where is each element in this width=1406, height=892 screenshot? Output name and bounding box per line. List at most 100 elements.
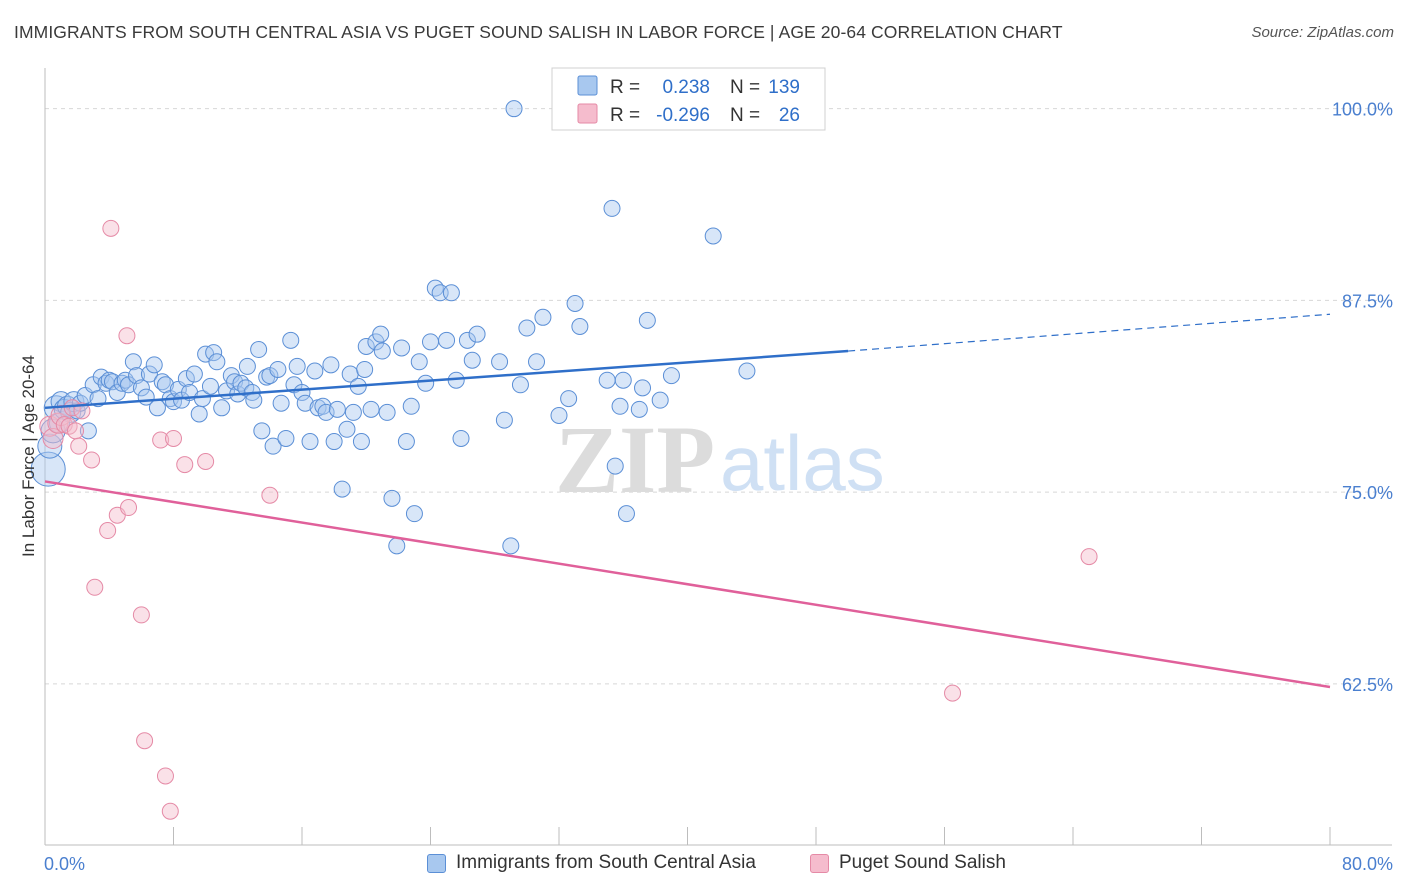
point-south-central-asia bbox=[132, 379, 150, 397]
point-puget-sound-salish bbox=[39, 415, 61, 437]
legend-n-label-2: N = bbox=[730, 105, 760, 126]
point-south-central-asia bbox=[571, 318, 589, 336]
axes bbox=[44, 68, 1392, 846]
point-south-central-asia bbox=[306, 362, 324, 380]
point-south-central-asia bbox=[362, 400, 380, 418]
point-south-central-asia bbox=[651, 391, 669, 409]
point-south-central-asia bbox=[30, 451, 66, 487]
point-south-central-asia bbox=[405, 505, 423, 523]
point-south-central-asia bbox=[372, 325, 390, 343]
watermark: ZIP atlas bbox=[555, 406, 885, 513]
point-south-central-asia bbox=[598, 371, 616, 389]
point-puget-sound-salish bbox=[197, 453, 215, 470]
point-south-central-asia bbox=[397, 433, 415, 451]
point-south-central-asia bbox=[662, 367, 680, 385]
point-puget-sound-salish bbox=[156, 767, 174, 785]
point-south-central-asia bbox=[201, 377, 219, 395]
point-south-central-asia bbox=[738, 362, 756, 380]
point-puget-sound-salish bbox=[261, 486, 279, 504]
point-south-central-asia bbox=[356, 360, 374, 378]
point-south-central-asia bbox=[638, 311, 656, 329]
legend-n-value-1: 139 bbox=[768, 77, 800, 98]
point-south-central-asia bbox=[116, 371, 134, 389]
point-puget-sound-salish bbox=[67, 422, 85, 440]
point-south-central-asia bbox=[190, 405, 208, 423]
point-south-central-asia bbox=[193, 390, 211, 408]
point-south-central-asia bbox=[393, 339, 411, 357]
point-puget-sound-salish bbox=[70, 437, 88, 455]
point-south-central-asia bbox=[328, 400, 346, 418]
point-south-central-asia bbox=[37, 433, 63, 459]
point-south-central-asia bbox=[322, 356, 340, 374]
point-south-central-asia bbox=[79, 422, 97, 440]
point-south-central-asia bbox=[630, 400, 648, 418]
y-axis-label: In Labor Force | Age 20-64 bbox=[19, 355, 38, 557]
point-puget-sound-salish bbox=[176, 456, 194, 474]
point-south-central-asia bbox=[438, 331, 456, 349]
point-puget-sound-salish bbox=[73, 402, 91, 420]
point-south-central-asia bbox=[442, 284, 460, 302]
point-south-central-asia bbox=[277, 429, 295, 447]
point-south-central-asia bbox=[550, 406, 568, 424]
point-puget-sound-salish bbox=[63, 399, 81, 417]
y-tick-label: 62.5% bbox=[1342, 675, 1393, 695]
y-tick-label: 75.0% bbox=[1342, 483, 1393, 503]
point-south-central-asia bbox=[357, 337, 375, 355]
point-south-central-asia bbox=[468, 325, 486, 343]
trend-lines bbox=[44, 313, 1331, 689]
watermark-atlas: atlas bbox=[720, 419, 885, 507]
point-south-central-asia bbox=[373, 342, 391, 360]
point-south-central-asia bbox=[518, 319, 536, 337]
legend-r-value-2: -0.296 bbox=[656, 105, 710, 126]
point-south-central-asia bbox=[603, 199, 621, 217]
point-south-central-asia bbox=[463, 351, 481, 369]
point-puget-sound-salish bbox=[120, 499, 138, 517]
point-south-central-asia bbox=[417, 374, 435, 392]
point-south-central-asia bbox=[113, 374, 131, 392]
point-puget-sound-salish bbox=[99, 522, 117, 540]
trend-line-puget-sound-salish bbox=[44, 480, 1331, 689]
point-south-central-asia bbox=[495, 411, 513, 429]
point-puget-sound-salish bbox=[152, 431, 170, 449]
point-south-central-asia bbox=[177, 370, 195, 388]
point-south-central-asia bbox=[145, 356, 163, 374]
legend-r-label-1: R = bbox=[610, 77, 640, 98]
chart-title: IMMIGRANTS FROM SOUTH CENTRAL ASIA VS PU… bbox=[14, 22, 1063, 42]
trend-line-south-central-asia bbox=[44, 349, 849, 410]
point-puget-sound-salish bbox=[118, 327, 136, 345]
point-south-central-asia bbox=[502, 537, 520, 555]
point-south-central-asia bbox=[534, 308, 552, 326]
point-south-central-asia bbox=[378, 403, 396, 421]
point-south-central-asia bbox=[491, 353, 509, 371]
correlation-legend: R = 0.238 N = 139 R = -0.296 N = 26 bbox=[551, 67, 826, 131]
tick-labels: 62.5% 75.0% 87.5% 100.0% 0.0% 80.0% bbox=[44, 100, 1393, 874]
point-puget-sound-salish bbox=[132, 606, 150, 624]
point-south-central-asia bbox=[282, 331, 300, 349]
point-south-central-asia bbox=[124, 353, 142, 371]
point-south-central-asia bbox=[185, 365, 203, 383]
point-south-central-asia bbox=[566, 294, 584, 312]
legend-label-series-1: Immigrants from South Central Asia bbox=[456, 852, 756, 873]
point-south-central-asia bbox=[402, 397, 420, 415]
point-south-central-asia bbox=[213, 399, 231, 417]
legend-n-value-2: 26 bbox=[779, 105, 800, 126]
watermark-zip: ZIP bbox=[555, 406, 715, 513]
point-south-central-asia bbox=[140, 365, 158, 383]
legend-r-value-1: 0.238 bbox=[662, 77, 710, 98]
point-south-central-asia bbox=[338, 420, 356, 438]
point-south-central-asia bbox=[269, 360, 287, 378]
point-puget-sound-salish bbox=[165, 429, 182, 447]
point-south-central-asia bbox=[344, 403, 362, 421]
point-south-central-asia bbox=[317, 403, 335, 421]
point-puget-sound-salish bbox=[1080, 548, 1098, 566]
y-tick-label: 100.0% bbox=[1332, 100, 1393, 120]
point-puget-sound-salish bbox=[944, 684, 962, 702]
point-south-central-asia bbox=[606, 457, 624, 475]
point-south-central-asia bbox=[634, 379, 652, 397]
legend-n-label-1: N = bbox=[730, 77, 760, 98]
point-south-central-asia bbox=[511, 376, 529, 394]
chart-source: Source: ZipAtlas.com bbox=[1251, 24, 1394, 41]
point-south-central-asia bbox=[232, 374, 250, 392]
point-south-central-asia bbox=[250, 341, 268, 359]
